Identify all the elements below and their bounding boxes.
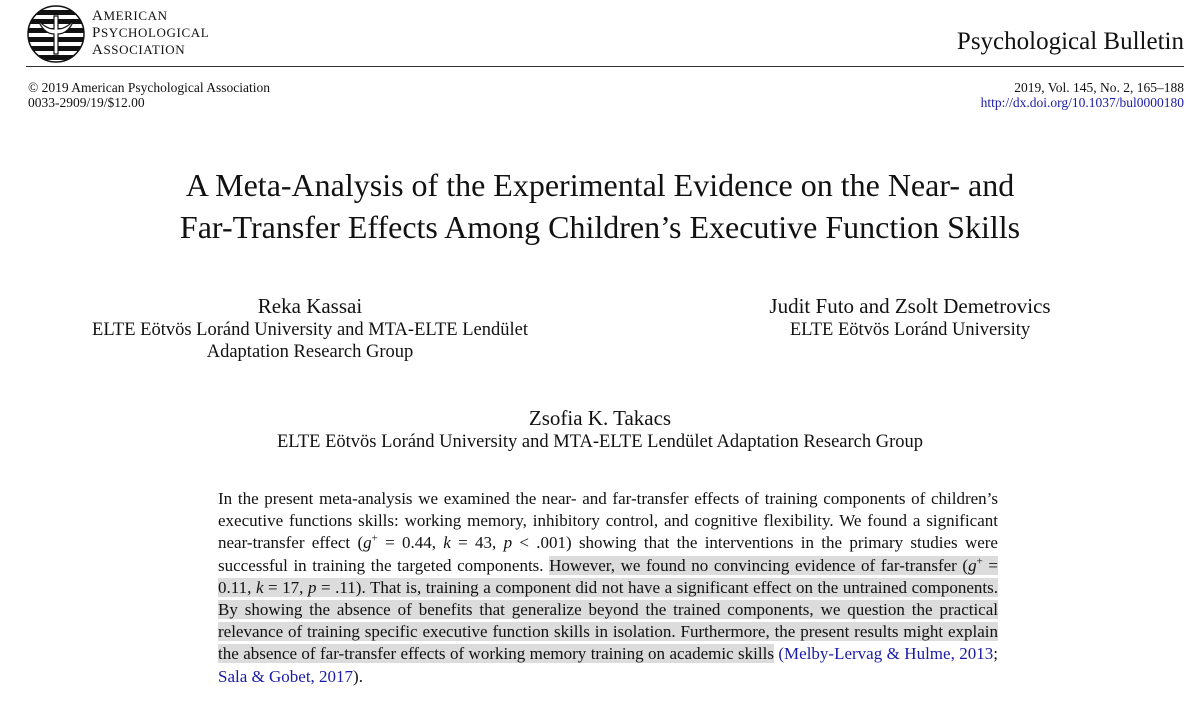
author-affiliation: Adaptation Research Group [206, 342, 414, 362]
apa-logo [27, 5, 85, 63]
abstract-text: However, we found no convincing evidence… [549, 555, 969, 575]
author-name: Zsofia K. Takacs [528, 406, 672, 430]
author-block-3: Zsofia K. Takacs ELTE Eötvös Loránd Univ… [0, 406, 1200, 453]
author-name: Reka Kassai [257, 294, 363, 318]
stat-symbol: g [968, 555, 977, 575]
stat-symbol: g [363, 533, 372, 553]
author-name: Judit Futo and Zsolt Demetrovics [769, 294, 1051, 318]
header-rule-right [596, 66, 1184, 67]
doi-link[interactable]: http://dx.doi.org/10.1037/bul0000180 [980, 95, 1184, 110]
paper-title: A Meta-Analysis of the Experimental Evid… [0, 164, 1200, 248]
citation-block: 2019, Vol. 145, No. 2, 165–188 http://dx… [981, 80, 1184, 110]
stat-symbol: p [503, 533, 513, 553]
abstract-text: ). [353, 666, 363, 686]
title-line-1: A Meta-Analysis of the Experimental Evid… [185, 167, 1015, 203]
abstract-text: = 43, [450, 533, 504, 553]
citation-link-melby-lervag[interactable]: Melby-Lervag & Hulme, 2013 [784, 644, 994, 664]
abstract-text: = .11). That is, training a component di… [218, 577, 998, 664]
stat-symbol: k [255, 577, 264, 597]
publisher-name-line-2: PSYCHOLOGICAL [92, 25, 210, 41]
abstract-text: = 17, [263, 577, 308, 597]
author-block-1: Reka Kassai ELTE Eötvös Loránd Universit… [0, 294, 620, 363]
abstract: In the present meta-analysis we examined… [218, 488, 998, 688]
copyright-line: © 2019 American Psychological Associatio… [28, 80, 270, 95]
citation-separator: ; [993, 644, 998, 664]
publisher-name-line-1: AMERICAN [92, 8, 168, 24]
author-affiliation: ELTE Eötvös Loránd University [789, 320, 1031, 340]
volume-citation: 2019, Vol. 145, No. 2, 165–188 [1014, 80, 1184, 95]
citation-link-sala-gobet[interactable]: Sala & Gobet, 2017 [218, 666, 354, 686]
issn-price-line: 0033-2909/19/$12.00 [28, 95, 145, 110]
abstract-text: = 0.11, [218, 555, 998, 597]
author-affiliation: ELTE Eötvös Loránd University and MTA-EL… [92, 320, 528, 340]
citation-paren: ( [773, 644, 785, 664]
abstract-text: In the present meta-analysis we examined… [218, 489, 998, 553]
stat-symbol: k [443, 533, 451, 553]
publisher-name-line-3: ASSOCIATION [92, 42, 186, 58]
stat-superscript: + [976, 554, 983, 567]
stat-superscript: + [371, 532, 378, 545]
header-rule-left [26, 66, 596, 67]
copyright-block: © 2019 American Psychological Associatio… [28, 80, 270, 110]
stat-symbol: p [307, 577, 317, 597]
author-affiliation: ELTE Eötvös Loránd University and MTA-EL… [276, 432, 924, 452]
abstract-text: = 0.44, [377, 533, 444, 553]
abstract-text: < .001) showing that the interventions i… [218, 533, 998, 575]
author-block-2: Judit Futo and Zsolt Demetrovics ELTE Eö… [600, 294, 1200, 341]
journal-title: Psychological Bulletin [956, 28, 1184, 55]
title-line-2: Far-Transfer Effects Among Children’s Ex… [179, 209, 1021, 245]
